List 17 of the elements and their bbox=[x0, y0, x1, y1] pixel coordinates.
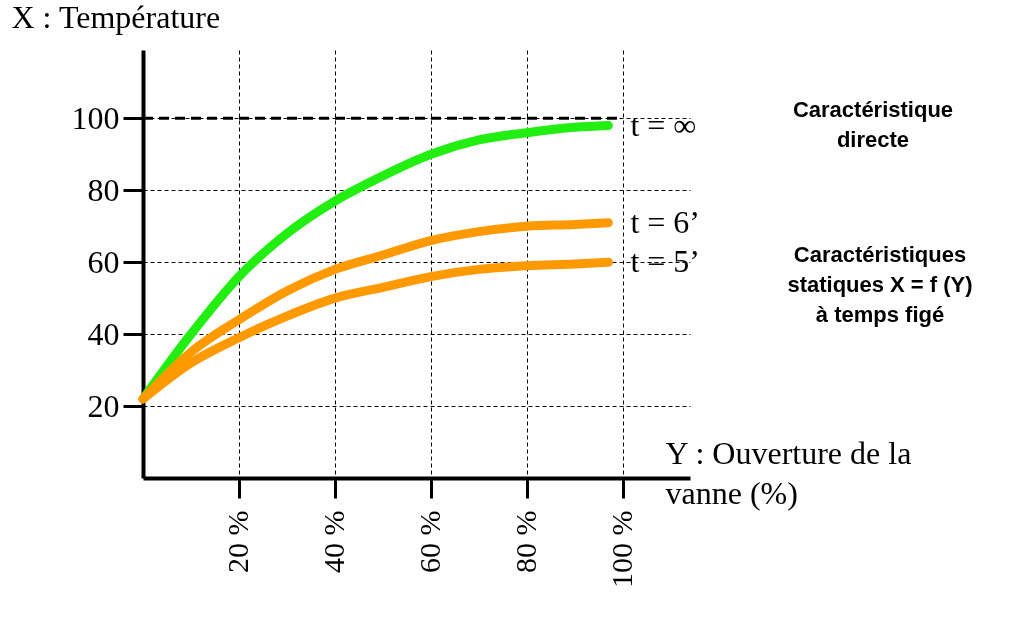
y-tick-label: 80 bbox=[87, 171, 120, 208]
y-tick-label: 100 bbox=[71, 99, 120, 136]
y-tick-label: 40 bbox=[87, 315, 120, 352]
x-tick-label: 100 % bbox=[605, 510, 639, 588]
x-tick-label: 40 % bbox=[317, 510, 351, 573]
y-axis-title: X : Température bbox=[11, 0, 221, 35]
series-label: t = 6’ bbox=[630, 203, 701, 240]
x-tick-label: 60 % bbox=[413, 510, 447, 573]
y-tick-label: 20 bbox=[87, 387, 120, 424]
text: Caractéristique directe bbox=[792, 97, 954, 152]
text: Caractéristiques statiques X = f (Y) à temps figé bbox=[787, 242, 973, 327]
x-tick-label: 80 % bbox=[509, 510, 543, 573]
series-label: t = ∞ bbox=[630, 106, 697, 143]
x-axis-title: Y : Ouverture de la vanne (%) bbox=[665, 434, 912, 511]
y-tick-label: 60 bbox=[87, 243, 120, 280]
series-label: t = 5’ bbox=[630, 243, 701, 280]
x-tick-label: 20 % bbox=[221, 510, 255, 573]
